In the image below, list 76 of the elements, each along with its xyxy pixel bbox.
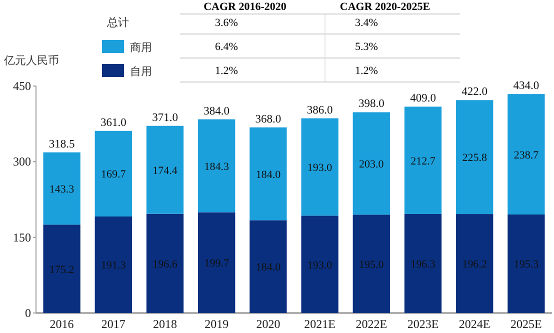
total-label: 409.0 (410, 92, 436, 105)
text: 5.3% (355, 41, 378, 53)
text: CAGR 2016-2020 (204, 1, 287, 13)
total-label: 318.5 (48, 138, 75, 150)
bar (352, 112, 390, 215)
total-label: 434.0 (513, 80, 540, 92)
y-tick-label: 150 (13, 230, 31, 244)
x-tick-label: 2019 (204, 317, 229, 331)
x-tick-label: 2018 (153, 317, 177, 331)
data-label: 196.3 (410, 258, 436, 270)
text: CAGR 2020-2025E (340, 1, 430, 13)
data-label: 184.3 (204, 160, 230, 173)
total-label: 422.0 (462, 86, 488, 98)
bar (94, 216, 132, 313)
data-label: 175.2 (49, 264, 74, 276)
x-tick-label: 2024E (458, 317, 490, 331)
data-label: 195.3 (514, 258, 540, 271)
total-label: 371.0 (152, 112, 178, 124)
bar (508, 94, 545, 214)
bar (198, 212, 236, 313)
data-label: 199.7 (204, 258, 230, 270)
x-tick-label: 2021E (304, 317, 336, 331)
data-label: 184.0 (256, 168, 282, 181)
y-tick-label: 300 (13, 154, 31, 169)
data-label: 193.0 (307, 259, 333, 272)
bar (146, 214, 184, 313)
bar (456, 214, 494, 313)
total-label: 398.0 (358, 98, 385, 110)
bar (508, 214, 545, 313)
data-label: 238.7 (514, 149, 540, 162)
x-tick-label: 2017 (101, 317, 126, 331)
legend-label: 自用 (130, 65, 152, 78)
data-label: 196.6 (152, 258, 178, 270)
total-label: 361.0 (100, 116, 127, 129)
total-label: 384.0 (204, 105, 230, 118)
total-label: 386.0 (306, 104, 333, 116)
x-tick-label: 2016 (50, 317, 74, 331)
x-tick-label: 2022E (356, 317, 388, 331)
text: 6.4% (215, 41, 238, 53)
data-label: 203.0 (359, 158, 384, 170)
data-label: 184.0 (256, 262, 282, 274)
data-label: 169.7 (101, 168, 126, 181)
data-label: 143.3 (49, 183, 75, 196)
data-label: 174.4 (152, 164, 178, 177)
x-tick-label: 2025E (510, 317, 542, 331)
text: 1.2% (215, 65, 238, 77)
text: 3.6% (215, 17, 238, 29)
bar (43, 152, 80, 225)
bar (404, 214, 442, 313)
text: 3.4% (355, 17, 378, 29)
bar (301, 216, 338, 313)
bar (94, 130, 132, 216)
y-axis-title: 亿元人民币 (3, 54, 59, 67)
data-label: 225.8 (462, 152, 488, 164)
text: 总计 (106, 16, 129, 29)
bar (43, 224, 80, 313)
x-tick-label: 2023E (407, 317, 439, 331)
bar (250, 127, 287, 220)
y-tick-label: 0 (25, 306, 31, 320)
data-label: 212.7 (410, 155, 436, 168)
x-tick-label: 2020 (256, 317, 280, 331)
bar (352, 214, 390, 313)
text: 1.2% (355, 65, 378, 77)
data-label: 196.2 (462, 258, 487, 271)
legend-label: 商用 (130, 41, 152, 54)
bar (250, 220, 287, 313)
data-label: 193.0 (307, 162, 333, 174)
data-label: 195.0 (359, 258, 384, 271)
bar (301, 118, 338, 216)
total-label: 368.0 (255, 113, 282, 126)
data-label: 191.3 (101, 260, 126, 272)
bar (404, 106, 442, 214)
bar (146, 126, 184, 214)
bar (456, 100, 494, 214)
y-tick-label: 450 (13, 79, 31, 93)
bar (198, 119, 236, 212)
